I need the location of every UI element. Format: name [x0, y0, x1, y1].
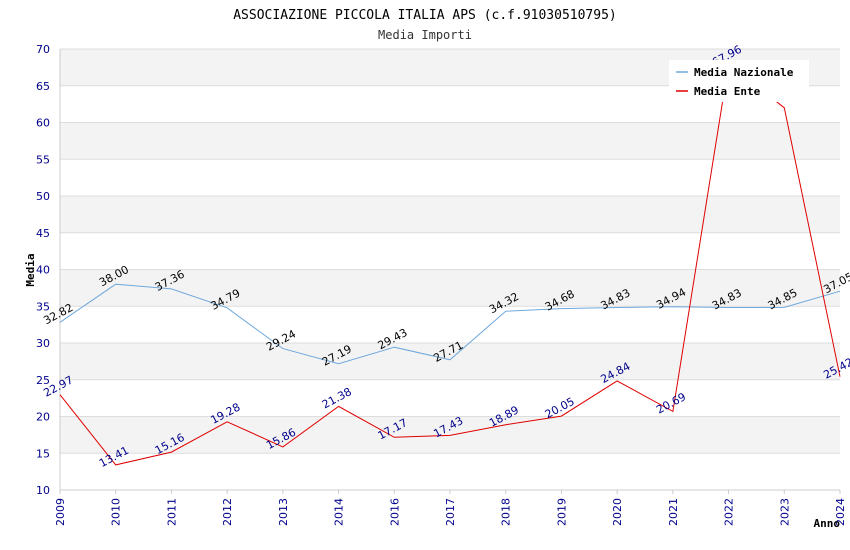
data-label: 20.69 [654, 390, 688, 416]
chart-subtitle: Media Importi [378, 28, 472, 42]
x-tick-label: 2009 [54, 498, 67, 526]
background-band [60, 269, 840, 307]
legend-label: Media Ente [694, 85, 761, 98]
x-tick-label: 2018 [500, 498, 513, 526]
y-tick-label: 15 [36, 447, 50, 460]
y-axis-ticks: 10 15 20 25 30 35 40 45 50 55 60 65 70 [36, 43, 50, 497]
background-band [60, 416, 840, 454]
y-tick-label: 45 [36, 227, 50, 240]
series-line [59, 63, 841, 466]
legend-box [669, 60, 809, 102]
y-axis-label: Media [24, 253, 37, 286]
y-tick-label: 70 [36, 43, 50, 56]
background-band [60, 196, 840, 233]
x-tick-label: 2010 [110, 498, 123, 526]
y-tick-label: 25 [36, 374, 50, 387]
y-tick-label: 40 [36, 264, 50, 277]
legend-label: Media Nazionale [694, 66, 794, 79]
x-tick-label: 2021 [667, 498, 680, 526]
x-axis-ticks: 2009 2010 2011 2012 2013 2014 2016 2017 2018 2019… [54, 490, 847, 526]
legend: Media Nazionale Media Ente [669, 60, 809, 102]
x-tick-label: 2023 [778, 498, 791, 526]
x-tick-label: 2011 [165, 498, 178, 526]
background-bands [60, 49, 840, 454]
y-tick-label: 30 [36, 337, 50, 350]
y-tick-label: 65 [36, 80, 50, 93]
y-tick-label: 60 [36, 117, 50, 130]
x-tick-label: 2024 [834, 498, 847, 526]
background-band [60, 343, 840, 380]
y-tick-label: 35 [36, 300, 50, 313]
x-tick-label: 2016 [388, 498, 401, 526]
background-band [60, 122, 840, 160]
y-tick-label: 50 [36, 190, 50, 203]
x-tick-label: 2014 [333, 498, 346, 526]
x-tick-label: 2020 [611, 498, 624, 526]
x-tick-label: 2012 [221, 498, 234, 526]
x-tick-label: 2019 [555, 498, 568, 526]
x-tick-label: 2013 [277, 498, 290, 526]
x-tick-label: 2017 [444, 498, 457, 526]
series-line [59, 283, 841, 365]
chart-title: ASSOCIAZIONE PICCOLA ITALIA APS (c.f.910… [233, 8, 617, 23]
x-tick-label: 2022 [723, 498, 736, 526]
y-tick-label: 55 [36, 153, 50, 166]
series-group [59, 63, 841, 466]
y-tick-label: 20 [36, 411, 50, 424]
x-axis-label: Anno [814, 517, 841, 530]
y-tick-label: 10 [36, 484, 50, 497]
